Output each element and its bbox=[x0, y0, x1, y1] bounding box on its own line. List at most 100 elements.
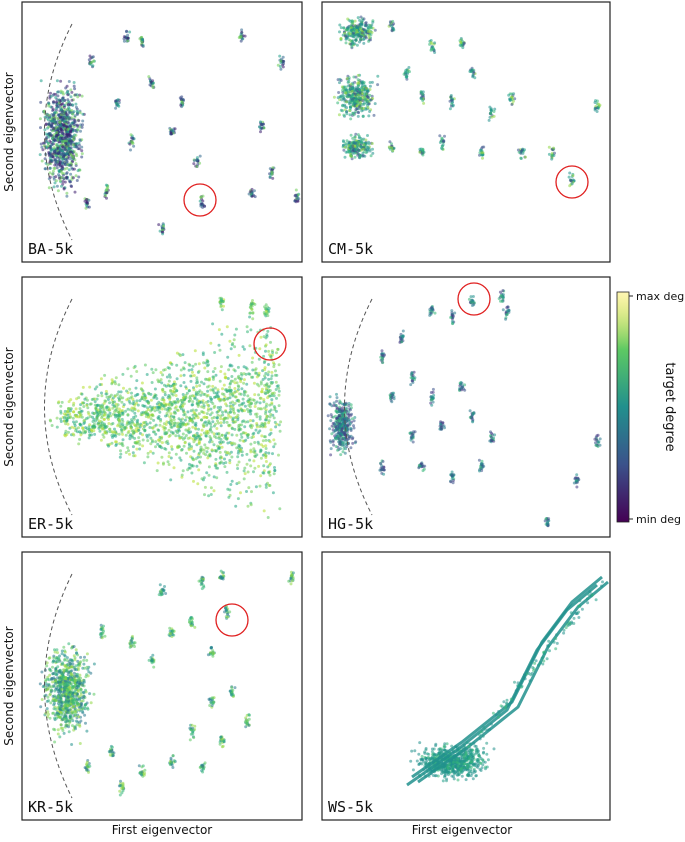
point bbox=[194, 424, 198, 427]
point bbox=[187, 362, 191, 366]
point bbox=[145, 422, 149, 426]
point bbox=[169, 132, 173, 135]
point bbox=[78, 111, 82, 115]
point bbox=[206, 385, 209, 389]
point bbox=[211, 375, 215, 379]
point bbox=[67, 155, 71, 159]
point bbox=[255, 382, 259, 386]
point bbox=[342, 403, 346, 407]
point bbox=[55, 416, 59, 420]
point bbox=[504, 317, 508, 321]
point bbox=[92, 397, 95, 401]
point bbox=[80, 149, 84, 153]
point bbox=[146, 451, 150, 455]
point bbox=[198, 384, 202, 388]
point bbox=[243, 404, 247, 408]
point bbox=[274, 369, 277, 373]
point bbox=[501, 289, 505, 293]
point bbox=[366, 134, 369, 137]
point bbox=[176, 445, 180, 449]
point bbox=[108, 427, 112, 431]
point bbox=[78, 413, 82, 417]
point bbox=[243, 472, 247, 476]
point bbox=[150, 367, 154, 371]
point bbox=[119, 449, 122, 453]
point bbox=[237, 400, 241, 403]
point bbox=[72, 403, 75, 407]
point bbox=[72, 118, 76, 121]
point bbox=[208, 440, 212, 444]
point bbox=[146, 399, 150, 403]
point bbox=[243, 409, 246, 413]
point bbox=[263, 425, 267, 429]
point bbox=[115, 440, 118, 444]
point bbox=[214, 449, 218, 453]
point bbox=[64, 172, 68, 176]
point bbox=[237, 424, 241, 427]
point bbox=[161, 232, 165, 236]
point bbox=[75, 154, 79, 158]
point bbox=[547, 145, 551, 149]
point bbox=[224, 434, 228, 438]
point bbox=[118, 455, 122, 459]
point bbox=[174, 452, 178, 456]
point bbox=[114, 376, 118, 380]
point bbox=[171, 393, 175, 397]
point bbox=[77, 426, 80, 430]
point bbox=[264, 336, 268, 340]
point bbox=[264, 444, 268, 448]
point bbox=[392, 22, 396, 26]
point bbox=[142, 410, 145, 414]
point bbox=[180, 448, 183, 452]
point bbox=[373, 28, 377, 32]
point bbox=[108, 408, 112, 412]
point bbox=[205, 471, 209, 475]
point bbox=[268, 167, 272, 171]
point bbox=[349, 446, 353, 450]
point bbox=[328, 427, 332, 431]
point bbox=[125, 398, 129, 402]
point bbox=[253, 302, 257, 306]
point bbox=[203, 204, 206, 208]
point bbox=[203, 366, 207, 370]
point bbox=[126, 39, 130, 43]
point bbox=[183, 361, 187, 365]
point bbox=[44, 139, 48, 143]
point bbox=[489, 108, 493, 112]
point bbox=[55, 131, 59, 134]
point bbox=[149, 450, 153, 454]
point bbox=[85, 204, 89, 208]
point bbox=[248, 344, 252, 348]
point bbox=[167, 463, 171, 466]
point bbox=[97, 411, 101, 415]
point bbox=[272, 365, 276, 369]
point bbox=[129, 426, 133, 430]
point bbox=[328, 402, 332, 406]
point bbox=[410, 432, 414, 436]
point bbox=[55, 79, 59, 83]
point bbox=[244, 390, 248, 394]
point bbox=[228, 488, 232, 492]
point bbox=[87, 436, 91, 440]
point bbox=[277, 363, 281, 367]
point bbox=[352, 424, 355, 428]
point bbox=[198, 401, 202, 405]
point bbox=[598, 437, 602, 441]
point bbox=[195, 401, 199, 405]
point bbox=[147, 392, 151, 396]
point bbox=[349, 403, 353, 407]
point bbox=[48, 171, 52, 175]
point bbox=[136, 403, 140, 407]
point bbox=[260, 390, 264, 394]
point bbox=[278, 507, 282, 511]
point bbox=[93, 400, 97, 404]
point bbox=[343, 451, 347, 455]
point bbox=[482, 145, 486, 149]
point bbox=[76, 95, 80, 99]
point bbox=[206, 456, 210, 460]
point bbox=[170, 445, 174, 449]
point bbox=[43, 157, 47, 161]
point bbox=[178, 436, 182, 440]
point bbox=[349, 26, 353, 30]
point bbox=[142, 461, 146, 465]
